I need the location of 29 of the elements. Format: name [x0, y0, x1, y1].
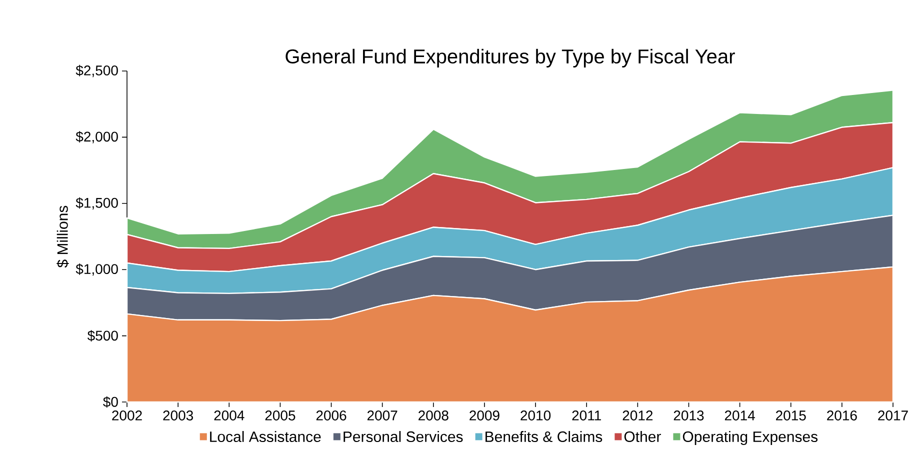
x-tick-label: 2012	[622, 410, 653, 420]
x-tick-label: 2016	[827, 410, 857, 420]
x-tick-label: 2006	[316, 410, 346, 420]
x-tick-label: 2007	[367, 410, 398, 420]
y-tick-label: $0	[103, 396, 118, 408]
y-tick-label: $2,000	[76, 131, 118, 144]
y-tick-label: $1,500	[76, 197, 118, 210]
legend-label: Other	[624, 431, 661, 442]
x-tick-label: 2003	[163, 410, 194, 420]
legend-label: Local Assistance	[210, 431, 321, 442]
y-tick-label: $1,000	[76, 264, 118, 276]
legend-label: Personal Services	[344, 431, 463, 442]
x-tick-label: 2005	[265, 410, 296, 420]
x-tick-label: 2014	[724, 410, 755, 420]
x-tick-label: 2011	[572, 410, 601, 420]
x-tick-label: 2004	[214, 410, 244, 420]
x-tick-label: 2002	[112, 410, 142, 420]
x-tick-label: 2009	[470, 410, 500, 420]
legend-label: Benefits & Claims	[486, 431, 602, 442]
chart-title: General Fund Expenditures by Type by Fiscal Year	[286, 48, 735, 68]
x-tick-label: 2015	[776, 410, 806, 420]
x-tick-label: 2017	[878, 410, 908, 420]
x-tick-label: 2013	[674, 410, 704, 420]
y-tick-label: $2,500	[76, 64, 118, 78]
legend-label: Operating Expenses	[682, 431, 818, 445]
y-tick-label: $500	[87, 330, 118, 342]
x-tick-label: 2010	[520, 410, 551, 420]
y-axis-title: $ Millions	[56, 206, 69, 268]
x-tick-label: 2008	[418, 410, 448, 420]
